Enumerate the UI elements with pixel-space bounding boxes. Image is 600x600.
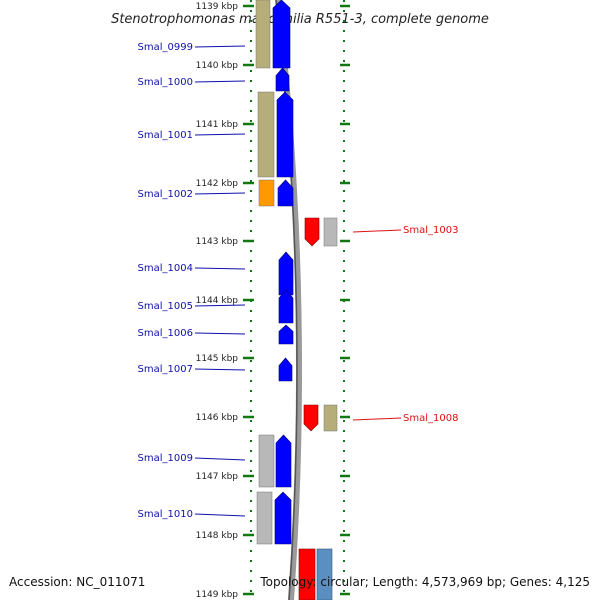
gene-label-forward[interactable]: Smal_0999 bbox=[138, 42, 193, 53]
cog-block bbox=[257, 91, 275, 178]
gene-label-leader bbox=[194, 332, 246, 335]
reverse-feature-block bbox=[298, 548, 316, 600]
kbp-tick-label: 1141 kbp bbox=[196, 120, 239, 130]
gene-label-reverse[interactable]: Smal_1003 bbox=[403, 225, 458, 236]
kbp-tick-label: 1149 kbp bbox=[196, 590, 239, 600]
gene-label-leader bbox=[194, 267, 246, 270]
cds-arrow-forward bbox=[275, 67, 290, 92]
gene-label-forward[interactable]: Smal_1004 bbox=[138, 263, 193, 274]
cog-block bbox=[323, 404, 338, 432]
gene-label-forward[interactable]: Smal_1000 bbox=[138, 77, 193, 88]
gene-label-leader bbox=[194, 80, 246, 83]
reverse-feature-arrow bbox=[304, 217, 320, 247]
cog-block bbox=[258, 179, 275, 207]
gene-label-leader bbox=[194, 368, 246, 371]
cds-arrow-forward bbox=[276, 91, 294, 178]
kbp-tick-label: 1147 kbp bbox=[196, 472, 239, 482]
cog-block bbox=[323, 217, 338, 247]
gene-label-forward[interactable]: Smal_1001 bbox=[138, 130, 193, 141]
gene-label-leader bbox=[194, 45, 246, 48]
kbp-tick-label: 1142 kbp bbox=[196, 179, 239, 189]
gene-label-reverse[interactable]: Smal_1008 bbox=[403, 413, 458, 424]
cds-arrow-forward bbox=[277, 179, 294, 207]
gene-label-forward[interactable]: Smal_1007 bbox=[138, 364, 193, 375]
cds-arrow-forward bbox=[278, 324, 294, 345]
cog-block bbox=[255, 0, 271, 69]
cds-arrow-forward bbox=[278, 357, 293, 382]
gene-label-forward[interactable]: Smal_1006 bbox=[138, 328, 193, 339]
cds-arrow-forward bbox=[275, 434, 292, 488]
cds-arrow-forward bbox=[272, 0, 291, 69]
gene-label-leader bbox=[194, 457, 246, 461]
gene-label-forward[interactable]: Smal_1010 bbox=[138, 509, 193, 520]
gene-label-forward[interactable]: Smal_1005 bbox=[138, 301, 193, 312]
gene-label-forward[interactable]: Smal_1009 bbox=[138, 453, 193, 464]
kbp-tick-label: 1143 kbp bbox=[196, 237, 239, 247]
cds-arrow-forward bbox=[278, 289, 294, 324]
map-title: Stenotrophomonas maltophilia R551-3, com… bbox=[111, 12, 489, 27]
cds-arrow-forward bbox=[274, 491, 292, 545]
gene-label-leader bbox=[194, 192, 246, 195]
cog-block bbox=[256, 491, 273, 545]
kbp-tick-label: 1139 kbp bbox=[196, 2, 239, 12]
backbone-and-ticks: 1139 kbp 1140 kbp 1141 kbp 1142 kbp 1143 kbp… bbox=[196, 0, 350, 600]
accession-label: Accession: NC_011071 bbox=[9, 575, 145, 589]
labels: Smal_0999 Smal_1000 Smal_1001 Smal_1002 Smal… bbox=[138, 42, 459, 520]
cds-arrow-forward bbox=[278, 251, 294, 296]
cog-block bbox=[258, 434, 275, 488]
gene-label-leader bbox=[352, 229, 402, 233]
gene-label-leader bbox=[352, 417, 402, 421]
kbp-tick-label: 1144 kbp bbox=[196, 296, 239, 306]
gene-label-leader bbox=[194, 513, 246, 517]
cog-block bbox=[316, 548, 333, 600]
kbp-tick-label: 1140 kbp bbox=[196, 61, 239, 71]
topology-label: Topology: circular; Length: 4,573,969 bp… bbox=[259, 575, 590, 589]
gene-label-leader bbox=[194, 304, 246, 307]
kbp-tick-label: 1146 kbp bbox=[196, 413, 239, 423]
gene-label-forward[interactable]: Smal_1002 bbox=[138, 189, 193, 200]
reverse-feature-arrow bbox=[303, 404, 319, 432]
kbp-tick-label: 1145 kbp bbox=[196, 354, 239, 364]
feature-tracks bbox=[255, 0, 338, 600]
gene-label-leader bbox=[194, 133, 246, 136]
kbp-tick-label: 1148 kbp bbox=[196, 531, 239, 541]
